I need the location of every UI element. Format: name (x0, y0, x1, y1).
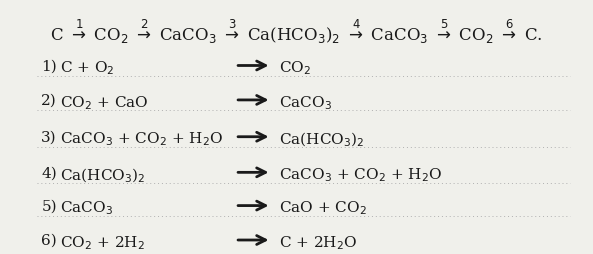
Text: Ca(HCO$_3$)$_2$: Ca(HCO$_3$)$_2$ (279, 131, 364, 149)
Text: C + O$_2$: C + O$_2$ (60, 59, 114, 77)
Text: C + 2H$_2$O: C + 2H$_2$O (279, 234, 357, 252)
Text: C $\overset{1}{\rightarrow}$ CO$_2$ $\overset{2}{\rightarrow}$ CaCO$_3$ $\overse: C $\overset{1}{\rightarrow}$ CO$_2$ $\ov… (50, 18, 543, 46)
Text: CaCO$_3$: CaCO$_3$ (279, 94, 331, 112)
Text: CaCO$_3$ + CO$_2$ + H$_2$O: CaCO$_3$ + CO$_2$ + H$_2$O (60, 131, 223, 149)
Text: CO$_2$ + 2H$_2$: CO$_2$ + 2H$_2$ (60, 234, 145, 252)
Text: 6): 6) (42, 234, 57, 248)
Text: 3): 3) (42, 131, 57, 145)
Text: CaO + CO$_2$: CaO + CO$_2$ (279, 200, 366, 217)
Text: CO$_2$: CO$_2$ (279, 59, 311, 77)
Text: CaCO$_3$: CaCO$_3$ (60, 200, 113, 217)
Text: 1): 1) (42, 59, 57, 74)
Text: CO$_2$ + CaO: CO$_2$ + CaO (60, 94, 148, 112)
Text: 5): 5) (42, 200, 57, 214)
Text: CaCO$_3$ + CO$_2$ + H$_2$O: CaCO$_3$ + CO$_2$ + H$_2$O (279, 166, 442, 184)
Text: Ca(HCO$_3$)$_2$: Ca(HCO$_3$)$_2$ (60, 166, 145, 185)
Text: 2): 2) (42, 94, 57, 108)
Text: 4): 4) (42, 166, 57, 180)
